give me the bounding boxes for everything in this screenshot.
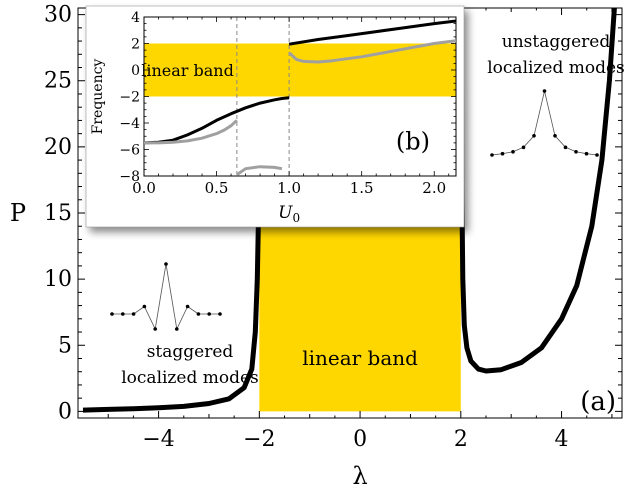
main-y-axis-label: P [10,199,26,227]
mode-profile-dot [197,312,201,316]
inset-x-axis-label-sub: 0 [292,211,300,225]
mode-profile-line [112,264,220,329]
inset-y-tick-label: −6 [119,143,140,159]
inset-y-tick-label: −2 [119,90,140,106]
mode-profile-dot [186,305,190,309]
inset-linear-band-label: linear band [141,61,234,80]
main-y-tick-label: 10 [44,267,72,292]
mode-profile-dot [175,327,179,331]
inset-y-axis-label: Frequency [90,59,106,135]
main-panel-label: (a) [580,387,616,417]
main-annotation-text: staggered [147,342,234,362]
inset-y-tick-label: 0 [131,63,140,79]
main-y-tick-label: 20 [44,135,72,160]
mode-profile-dot [110,312,114,316]
mode-profile-dot [511,150,515,154]
inset-x-tick-label: 1.0 [277,179,301,197]
inset-panel-label: (b) [396,128,430,156]
mode-profile-dot [532,134,536,138]
mode-profile-dot [501,152,505,156]
mode-profile-line [492,91,597,155]
main-annotation-text: localized modes [487,58,625,78]
mode-profile-dot [490,153,494,157]
main-linear-band-label: linear band [302,346,418,370]
mode-profile-dot [585,152,589,156]
inset-x-axis-label-main: U [278,203,293,223]
mode-profile-dot [564,146,568,150]
mode-profile-dot [121,312,125,316]
mode-profile-dot [218,312,222,316]
mode-profile-dot [143,305,147,309]
mode-profile-dot [543,89,547,93]
inset-x-tick-label: 1.5 [350,179,374,197]
main-y-tick-label: 25 [44,69,72,94]
mode-profile-dot [553,134,557,138]
main-x-tick-label: 0 [353,427,367,452]
inset-y-tick-label: 2 [131,37,140,53]
inset-x-tick-label: 2.0 [422,179,446,197]
main-x-tick-label: −4 [142,427,174,452]
mode-profile-dot [153,327,157,331]
inset-y-tick-label: 4 [131,10,140,26]
mode-profile-dot [574,150,578,154]
main-y-tick-label: 30 [44,3,72,28]
mode-profile-dot [164,262,168,266]
main-x-tick-label: 4 [555,427,569,452]
main-x-tick-label: −2 [243,427,275,452]
main-y-tick-label: 5 [58,333,72,358]
inset-y-tick-label: −8 [119,169,140,185]
main-x-tick-label: 2 [454,427,468,452]
main-y-tick-label: 0 [58,399,72,424]
main-x-axis-label: λ [352,462,367,490]
inset-y-tick-label: −4 [119,116,140,132]
mode-profile-dot [595,153,599,157]
main-annotation-text: localized modes [121,368,259,388]
mode-profile-dot [132,312,136,316]
mode-profile-dot [522,146,526,150]
inset-x-tick-label: 0.5 [205,179,229,197]
main-y-tick-label: 15 [44,201,72,226]
main-annotation-text: unstaggered [502,32,611,52]
mode-profile-dot [207,312,211,316]
